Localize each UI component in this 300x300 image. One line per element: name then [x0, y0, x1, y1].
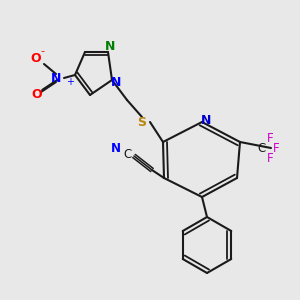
- Text: N: N: [201, 113, 211, 127]
- Text: N: N: [111, 76, 121, 89]
- Text: S: S: [137, 116, 146, 128]
- Text: F: F: [267, 131, 273, 145]
- Text: +: +: [66, 77, 74, 87]
- Text: -: -: [40, 46, 44, 56]
- Text: F: F: [267, 152, 273, 164]
- Text: C: C: [257, 142, 265, 154]
- Text: O: O: [32, 88, 42, 101]
- Text: F: F: [273, 142, 279, 154]
- Text: O: O: [31, 52, 41, 65]
- Text: N: N: [105, 40, 115, 53]
- Text: C: C: [124, 148, 132, 160]
- Text: N: N: [111, 142, 121, 154]
- Text: N: N: [51, 71, 61, 85]
